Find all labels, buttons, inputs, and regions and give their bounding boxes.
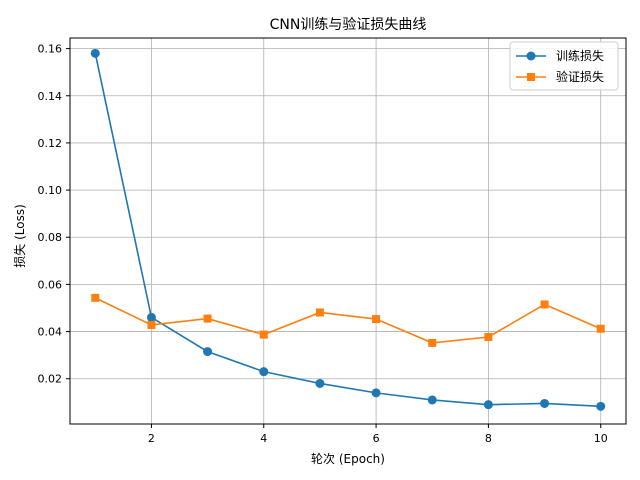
y-tick-label: 0.08 [38, 231, 63, 244]
grid [70, 38, 626, 424]
data-point [427, 395, 437, 405]
data-point [259, 330, 268, 339]
y-tick-label: 0.12 [38, 137, 63, 150]
data-point [540, 300, 549, 309]
x-tick-label: 6 [373, 432, 380, 445]
y-tick-label: 0.14 [38, 90, 63, 103]
x-tick-label: 4 [260, 432, 267, 445]
series-line [94, 53, 601, 408]
data-point [428, 338, 437, 347]
data-point [315, 378, 325, 388]
x-axis: 2 4 6 8 10 [148, 424, 608, 445]
data-point [203, 314, 212, 323]
data-point [484, 332, 493, 341]
series-train-loss [90, 48, 606, 411]
x-tick-label: 2 [148, 432, 155, 445]
data-point [483, 400, 493, 410]
y-tick-label: 0.06 [38, 278, 63, 291]
data-point [91, 293, 100, 302]
x-tick-label: 8 [485, 432, 492, 445]
data-point [315, 308, 324, 317]
y-tick-label: 0.04 [38, 326, 63, 339]
data-point [540, 398, 550, 408]
x-axis-label: 轮次 (Epoch) [311, 452, 385, 466]
y-axis-label: 损失 (Loss) [12, 204, 27, 268]
legend-entry: 训练损失 [516, 48, 604, 63]
series-val-loss [91, 293, 605, 347]
data-point [596, 401, 606, 411]
y-tick-label: 0.02 [38, 373, 63, 386]
data-point [372, 315, 381, 324]
data-point [90, 48, 100, 58]
data-point [203, 347, 213, 357]
data-point [596, 324, 605, 333]
data-point [147, 320, 156, 329]
series-layer [90, 48, 606, 411]
chart-title: CNN训练与验证损失曲线 [270, 17, 427, 33]
x-tick-label: 10 [594, 432, 608, 445]
y-axis: 0.02 0.04 0.06 0.08 0.10 0.12 0.14 0.16 [38, 43, 70, 386]
series-line [94, 297, 602, 344]
legend-entry: 验证损失 [516, 69, 604, 84]
y-tick-label: 0.16 [38, 43, 63, 56]
legend-label: 训练损失 [556, 48, 604, 63]
y-tick-label: 0.10 [38, 184, 63, 197]
legend-marker [526, 51, 536, 61]
data-point [371, 388, 381, 398]
data-point [259, 367, 269, 377]
legend-label: 验证损失 [556, 69, 604, 84]
data-point [146, 312, 156, 322]
legend-box [509, 41, 619, 91]
legend-marker [527, 73, 535, 81]
plot-area [69, 37, 627, 425]
